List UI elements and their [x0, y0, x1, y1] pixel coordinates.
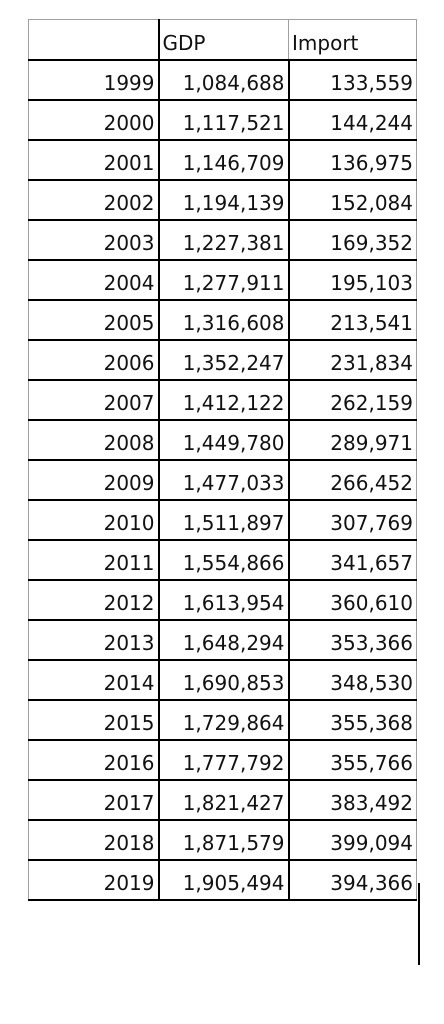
table-row: 2019 1,905,494 394,366 [28, 859, 417, 901]
year-cell[interactable]: 2014 [28, 659, 160, 701]
gdp-cell[interactable]: 1,316,608 [158, 299, 290, 341]
year-cell[interactable]: 2013 [28, 619, 160, 661]
import-cell[interactable]: 152,084 [288, 179, 417, 221]
import-cell[interactable]: 195,103 [288, 259, 417, 301]
year-cell[interactable]: 2001 [28, 139, 160, 181]
year-cell[interactable]: 2007 [28, 379, 160, 421]
import-cell[interactable]: 266,452 [288, 459, 417, 501]
gdp-cell[interactable]: 1,690,853 [158, 659, 290, 701]
table-row: 2014 1,690,853 348,530 [28, 659, 417, 701]
spreadsheet-table: GDP Import 1999 1,084,688 133,559 2000 1,117… [28, 19, 417, 901]
gdp-cell[interactable]: 1,117,521 [158, 99, 290, 141]
year-cell[interactable]: 2011 [28, 539, 160, 581]
gdp-cell[interactable]: 1,277,911 [158, 259, 290, 301]
table-row: 1999 1,084,688 133,559 [28, 59, 417, 101]
header-cell-import[interactable]: Import [288, 19, 417, 61]
table-row: 2005 1,316,608 213,541 [28, 299, 417, 341]
table-row: 2018 1,871,579 399,094 [28, 819, 417, 861]
table-row: 2008 1,449,780 289,971 [28, 419, 417, 461]
year-cell[interactable]: 2015 [28, 699, 160, 741]
year-cell[interactable]: 2006 [28, 339, 160, 381]
import-cell[interactable]: 383,492 [288, 779, 417, 821]
gdp-cell[interactable]: 1,648,294 [158, 619, 290, 661]
gdp-cell[interactable]: 1,905,494 [158, 859, 290, 901]
year-cell[interactable]: 1999 [28, 59, 160, 101]
import-cell[interactable]: 394,366 [288, 859, 417, 901]
gdp-cell[interactable]: 1,729,864 [158, 699, 290, 741]
gdp-cell[interactable]: 1,613,954 [158, 579, 290, 621]
import-cell[interactable]: 307,769 [288, 499, 417, 541]
year-cell[interactable]: 2004 [28, 259, 160, 301]
header-row: GDP Import [28, 19, 417, 61]
gdp-cell[interactable]: 1,412,122 [158, 379, 290, 421]
table-row: 2011 1,554,866 341,657 [28, 539, 417, 581]
table-row: 2017 1,821,427 383,492 [28, 779, 417, 821]
import-cell[interactable]: 360,610 [288, 579, 417, 621]
table-row: 2000 1,117,521 144,244 [28, 99, 417, 141]
table-row: 2009 1,477,033 266,452 [28, 459, 417, 501]
year-cell[interactable]: 2010 [28, 499, 160, 541]
import-cell[interactable]: 341,657 [288, 539, 417, 581]
year-cell[interactable]: 2005 [28, 299, 160, 341]
cell-edit-cursor [418, 883, 420, 965]
header-cell-gdp[interactable]: GDP [158, 19, 289, 61]
gdp-cell[interactable]: 1,084,688 [158, 59, 290, 101]
year-cell[interactable]: 2019 [28, 859, 160, 901]
year-cell[interactable]: 2003 [28, 219, 160, 261]
table-row: 2002 1,194,139 152,084 [28, 179, 417, 221]
year-cell[interactable]: 2009 [28, 459, 160, 501]
import-cell[interactable]: 262,159 [288, 379, 417, 421]
gdp-cell[interactable]: 1,871,579 [158, 819, 290, 861]
gdp-cell[interactable]: 1,146,709 [158, 139, 290, 181]
import-cell[interactable]: 144,244 [288, 99, 417, 141]
import-cell[interactable]: 348,530 [288, 659, 417, 701]
year-cell[interactable]: 2017 [28, 779, 160, 821]
table-row: 2003 1,227,381 169,352 [28, 219, 417, 261]
import-cell[interactable]: 213,541 [288, 299, 417, 341]
gdp-cell[interactable]: 1,511,897 [158, 499, 290, 541]
import-cell[interactable]: 289,971 [288, 419, 417, 461]
table-row: 2016 1,777,792 355,766 [28, 739, 417, 781]
gdp-cell[interactable]: 1,477,033 [158, 459, 290, 501]
table-row: 2013 1,648,294 353,366 [28, 619, 417, 661]
table-row: 2006 1,352,247 231,834 [28, 339, 417, 381]
table-row: 2007 1,412,122 262,159 [28, 379, 417, 421]
import-cell[interactable]: 353,366 [288, 619, 417, 661]
gdp-cell[interactable]: 1,777,792 [158, 739, 290, 781]
gdp-cell[interactable]: 1,227,381 [158, 219, 290, 261]
import-cell[interactable]: 133,559 [288, 59, 417, 101]
gdp-cell[interactable]: 1,554,866 [158, 539, 290, 581]
import-cell[interactable]: 399,094 [288, 819, 417, 861]
import-cell[interactable]: 136,975 [288, 139, 417, 181]
table-row: 2012 1,613,954 360,610 [28, 579, 417, 621]
table-row: 2001 1,146,709 136,975 [28, 139, 417, 181]
import-cell[interactable]: 355,368 [288, 699, 417, 741]
year-cell[interactable]: 2000 [28, 99, 160, 141]
table-row: 2010 1,511,897 307,769 [28, 499, 417, 541]
gdp-cell[interactable]: 1,449,780 [158, 419, 290, 461]
import-cell[interactable]: 169,352 [288, 219, 417, 261]
table-row: 2004 1,277,911 195,103 [28, 259, 417, 301]
gdp-cell[interactable]: 1,352,247 [158, 339, 290, 381]
gdp-cell[interactable]: 1,821,427 [158, 779, 290, 821]
gdp-cell[interactable]: 1,194,139 [158, 179, 290, 221]
import-cell[interactable]: 355,766 [288, 739, 417, 781]
year-cell[interactable]: 2018 [28, 819, 160, 861]
year-cell[interactable]: 2016 [28, 739, 160, 781]
year-cell[interactable]: 2002 [28, 179, 160, 221]
year-cell[interactable]: 2008 [28, 419, 160, 461]
table-row: 2015 1,729,864 355,368 [28, 699, 417, 741]
year-cell[interactable]: 2012 [28, 579, 160, 621]
header-cell-year[interactable] [28, 19, 160, 61]
import-cell[interactable]: 231,834 [288, 339, 417, 381]
